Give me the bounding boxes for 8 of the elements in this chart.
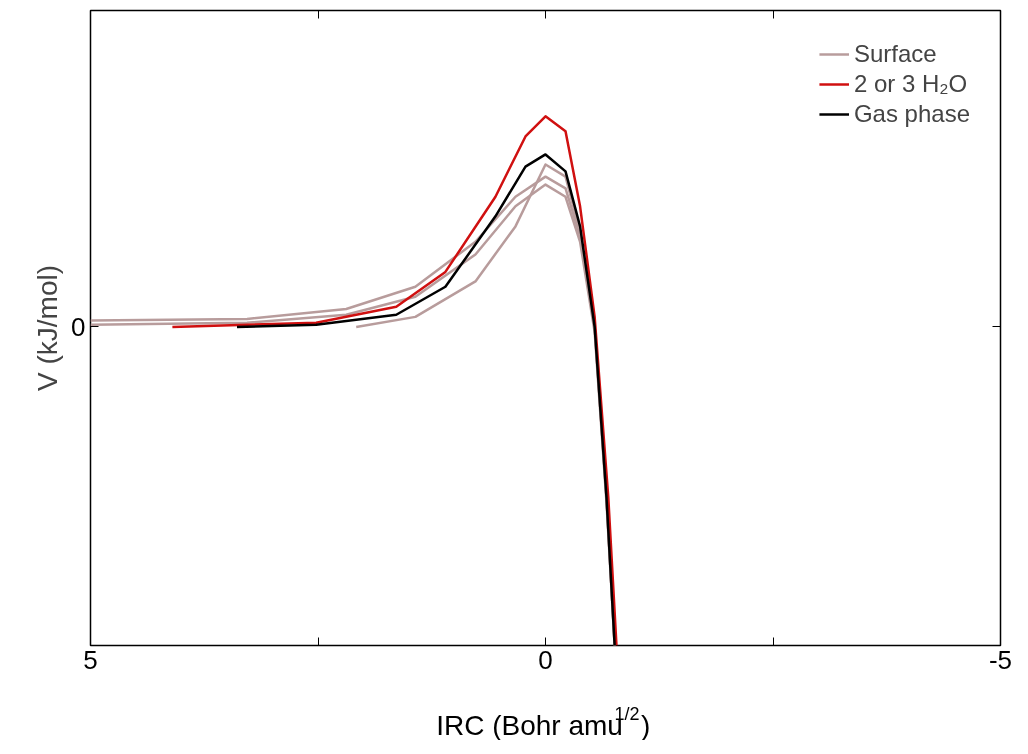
x-tick-label: 0 (538, 644, 553, 675)
legend-label: 2 or 3 H₂O (853, 70, 968, 98)
x-tick-label: 5 (83, 644, 98, 675)
legend-label: Surface (853, 40, 937, 68)
x-tick-label: -5 (988, 644, 1013, 675)
legend-label: Gas phase (853, 100, 970, 128)
y-axis-title: V (kJ/mol) (32, 265, 64, 391)
text: 0 (71, 311, 86, 342)
